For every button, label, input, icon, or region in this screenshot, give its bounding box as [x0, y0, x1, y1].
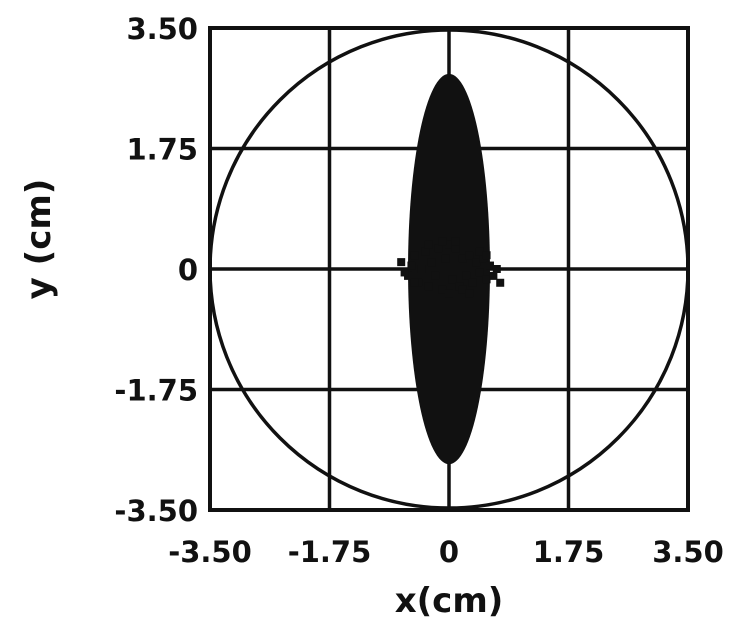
data-point — [492, 265, 501, 273]
y-tick-label: 1.75 — [126, 133, 198, 167]
data-point — [421, 247, 430, 256]
data-point — [397, 258, 406, 267]
data-point — [451, 237, 460, 246]
x-tick-label: -3.50 — [168, 535, 252, 569]
data-point — [445, 240, 453, 249]
data-point — [427, 258, 436, 267]
x-axis-label: x(cm) — [395, 581, 504, 621]
data-point — [424, 240, 433, 249]
data-point — [441, 254, 450, 263]
data-point — [475, 247, 484, 256]
data-point — [445, 265, 453, 273]
data-point — [458, 285, 467, 294]
y-tick-label: 3.50 — [126, 12, 198, 46]
data-point — [417, 265, 426, 273]
data-point — [400, 268, 409, 277]
x-tick-labels: -3.50 -1.75 0 1.75 3.50 — [168, 535, 724, 569]
data-point — [496, 278, 505, 287]
y-tick-label: -1.75 — [114, 374, 198, 408]
y-axis-label: y (cm) — [19, 179, 59, 300]
data-point — [485, 261, 494, 270]
data-point — [468, 278, 477, 287]
x-tick-label: 3.50 — [652, 535, 724, 569]
data-points — [397, 73, 505, 465]
y-tick-label: -3.50 — [114, 494, 198, 528]
data-point — [489, 271, 498, 280]
data-point — [448, 275, 457, 284]
data-point — [465, 289, 474, 298]
data-point — [431, 271, 440, 280]
data-point — [438, 285, 447, 294]
x-tick-label: 0 — [439, 535, 459, 569]
data-point — [434, 244, 443, 253]
y-tick-labels: -3.50 -1.75 0 1.75 3.50 — [114, 12, 198, 528]
data-point — [465, 251, 474, 260]
data-point — [424, 282, 433, 291]
y-tick-label: 0 — [178, 253, 198, 287]
boundary-circle — [208, 28, 690, 510]
data-point — [482, 251, 491, 260]
data-point — [458, 254, 467, 263]
data-point — [472, 258, 481, 267]
data-point — [475, 268, 484, 277]
data-point — [445, 289, 453, 298]
x-tick-label: -1.75 — [288, 535, 372, 569]
data-point — [410, 278, 419, 287]
data-point — [482, 275, 491, 284]
x-tick-label: 1.75 — [533, 535, 605, 569]
data-point — [438, 237, 447, 246]
data-point — [407, 261, 416, 270]
data-point — [410, 251, 419, 260]
data-point — [451, 244, 460, 253]
data-point — [462, 271, 471, 280]
